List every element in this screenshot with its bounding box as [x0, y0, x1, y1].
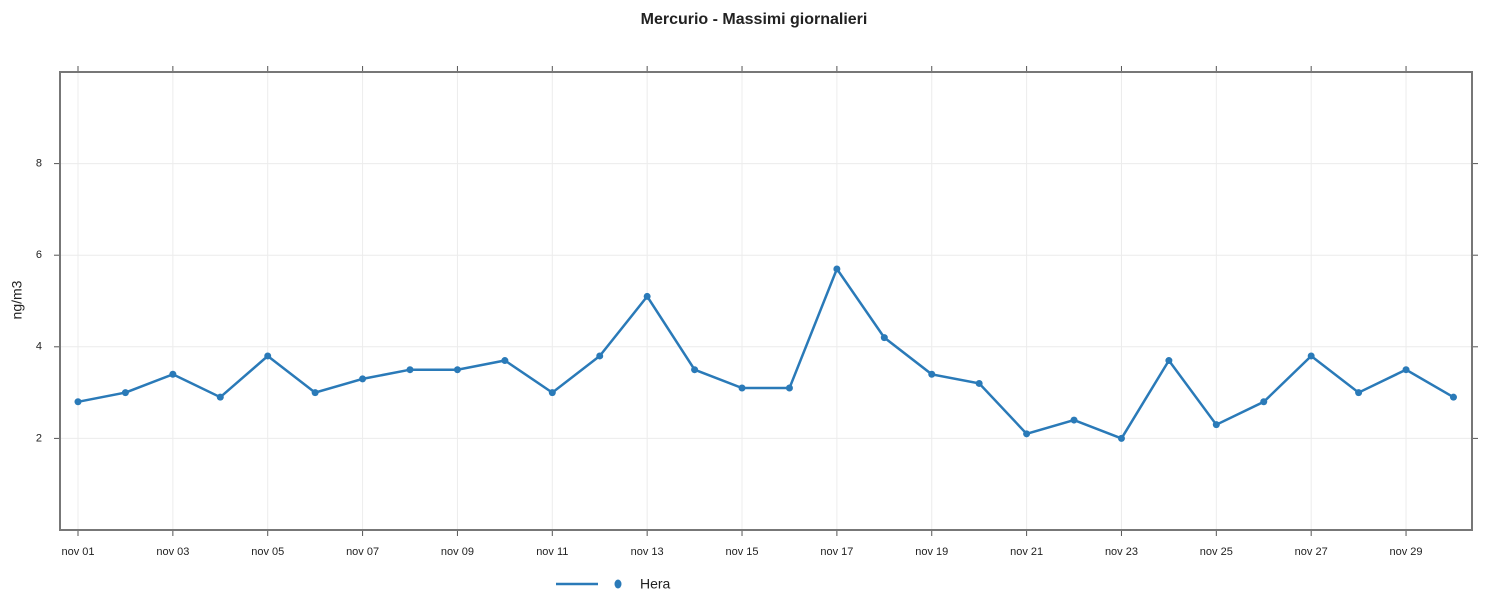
data-point — [596, 352, 604, 360]
x-tick-label: nov 27 — [1295, 546, 1328, 558]
x-tick-label: nov 17 — [820, 546, 853, 558]
x-tick-label: nov 01 — [61, 546, 94, 558]
x-tick-label: nov 23 — [1105, 546, 1138, 558]
x-tick-label: nov 15 — [726, 546, 759, 558]
legend-label: Hera — [640, 576, 671, 592]
y-axis-label: ng/m3 — [9, 280, 25, 319]
data-point — [738, 384, 746, 392]
x-tick-label: nov 07 — [346, 546, 379, 558]
data-point — [643, 292, 651, 300]
x-tick-label: nov 11 — [536, 546, 568, 558]
data-point — [359, 375, 367, 383]
data-point — [216, 393, 224, 401]
data-point — [1449, 393, 1457, 401]
data-point — [74, 398, 82, 406]
chart-title: Mercurio - Massimi giornalieri — [641, 11, 868, 28]
data-point — [406, 366, 414, 374]
x-tick-label: nov 03 — [156, 546, 189, 558]
data-point — [785, 384, 793, 392]
x-tick-label: nov 29 — [1390, 546, 1423, 558]
data-point — [1355, 389, 1363, 397]
data-point — [1212, 421, 1220, 429]
data-point — [453, 366, 461, 374]
data-point — [880, 334, 888, 342]
data-point — [169, 370, 177, 378]
x-tick-label: nov 13 — [631, 546, 664, 558]
data-point — [975, 379, 983, 387]
data-point — [121, 389, 129, 397]
y-tick-label: 2 — [36, 432, 42, 444]
data-point — [548, 389, 556, 397]
plot-frame — [59, 71, 1473, 531]
data-point — [311, 389, 319, 397]
data-point — [1402, 366, 1410, 374]
x-tick-label: nov 19 — [915, 546, 948, 558]
x-tick-label: nov 21 — [1010, 546, 1043, 558]
data-point — [1260, 398, 1268, 406]
x-tick-label: nov 05 — [251, 546, 284, 558]
data-point — [1307, 352, 1315, 360]
y-tick-label: 6 — [36, 249, 42, 261]
data-point — [264, 352, 272, 360]
data-point — [928, 370, 936, 378]
data-point — [1117, 434, 1125, 442]
y-tick-label: 4 — [36, 341, 42, 353]
y-tick-label: 8 — [36, 158, 42, 170]
data-point — [1165, 357, 1173, 365]
x-tick-label: nov 09 — [441, 546, 474, 558]
data-line — [77, 266, 1455, 440]
data-point — [691, 366, 699, 374]
data-point — [501, 357, 509, 365]
data-point — [833, 265, 841, 273]
data-point — [1070, 416, 1078, 424]
x-tick-label: nov 25 — [1200, 546, 1233, 558]
data-point — [1023, 430, 1031, 438]
legend-marker — [614, 579, 622, 589]
